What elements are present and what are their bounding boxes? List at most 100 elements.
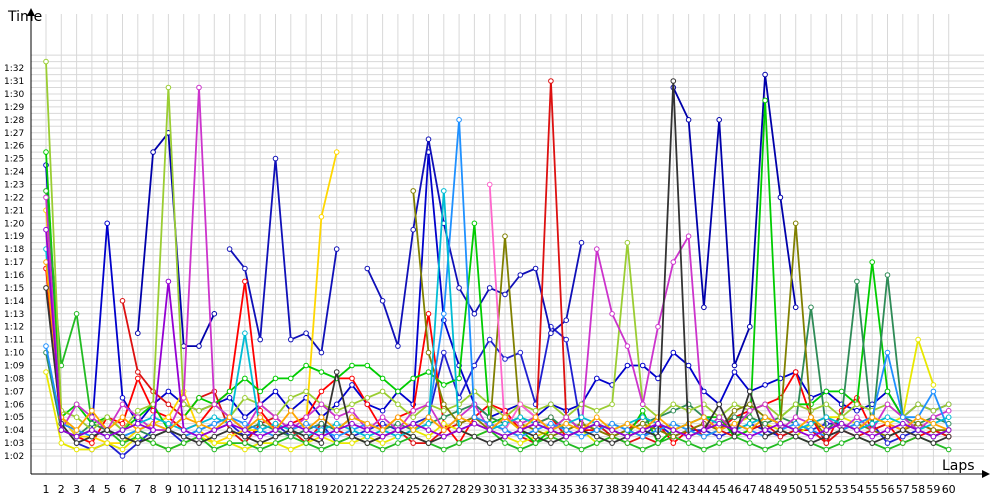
- data-point: [808, 414, 814, 421]
- x-tick-label: 33: [529, 483, 543, 496]
- data-point: [594, 375, 600, 382]
- data-point: [869, 414, 876, 421]
- data-point: [854, 401, 860, 408]
- data-point: [762, 446, 768, 453]
- data-point: [349, 414, 355, 421]
- data-point: [747, 440, 753, 446]
- data-point: [670, 407, 677, 414]
- data-point: [395, 420, 401, 427]
- data-point: [930, 382, 937, 388]
- data-point: [808, 433, 814, 440]
- y-tick-label: 1:26: [4, 142, 24, 152]
- data-point: [670, 401, 677, 408]
- data-point: [226, 388, 233, 395]
- data-point: [517, 349, 524, 356]
- x-tick-label: 14: [238, 483, 252, 496]
- data-point: [242, 414, 248, 421]
- data-point: [945, 401, 952, 408]
- data-point: [548, 414, 554, 421]
- data-point: [594, 407, 600, 414]
- data-point: [915, 414, 921, 421]
- data-point: [594, 420, 600, 427]
- data-point: [792, 427, 799, 433]
- data-point: [823, 433, 830, 440]
- data-point: [242, 265, 248, 272]
- data-point: [135, 427, 141, 433]
- data-point: [180, 433, 187, 440]
- data-point: [73, 446, 80, 453]
- data-point: [502, 420, 508, 427]
- data-point: [196, 395, 202, 401]
- data-point: [425, 311, 432, 317]
- data-point: [441, 420, 447, 427]
- y-axis-arrow: [27, 8, 35, 16]
- x-tick-label: 10: [177, 483, 191, 496]
- data-point: [196, 84, 202, 91]
- data-point: [517, 427, 524, 433]
- data-point: [716, 427, 723, 433]
- data-point: [333, 427, 340, 433]
- data-point: [119, 427, 126, 433]
- data-point: [441, 414, 447, 421]
- data-point: [486, 440, 493, 446]
- x-tick-label: 22: [360, 483, 374, 496]
- data-point: [930, 414, 937, 421]
- data-point: [211, 414, 218, 421]
- y-axis-title: Time: [7, 9, 42, 25]
- data-point: [364, 420, 371, 427]
- data-point: [594, 246, 600, 252]
- y-tick-label: 1:17: [4, 258, 24, 268]
- data-point: [930, 420, 937, 427]
- data-point: [823, 440, 830, 446]
- data-point: [364, 427, 371, 433]
- data-point: [364, 433, 371, 440]
- data-point: [73, 414, 80, 421]
- data-point: [532, 440, 539, 446]
- x-tick-label: 11: [192, 483, 206, 496]
- data-point: [854, 420, 860, 427]
- data-point: [762, 420, 768, 427]
- data-point: [838, 427, 845, 433]
- data-point: [104, 220, 110, 227]
- data-point: [655, 440, 661, 446]
- data-point: [884, 272, 891, 278]
- data-point: [379, 427, 386, 433]
- data-point: [486, 427, 493, 433]
- data-point: [257, 427, 264, 433]
- x-tick-label: 18: [299, 483, 313, 496]
- data-point: [89, 414, 95, 421]
- data-point: [303, 433, 309, 440]
- data-point: [517, 420, 524, 427]
- data-point: [792, 414, 799, 421]
- data-point: [119, 298, 126, 304]
- data-point: [242, 330, 248, 337]
- x-axis-title: Laps: [942, 458, 975, 474]
- data-point: [119, 440, 126, 446]
- data-point: [425, 420, 432, 427]
- data-point: [639, 446, 646, 453]
- data-point: [685, 362, 692, 369]
- data-point: [180, 427, 187, 433]
- data-point: [747, 427, 753, 433]
- data-point: [609, 420, 615, 427]
- data-point: [670, 78, 677, 84]
- x-tick-label: 36: [575, 483, 589, 496]
- x-tick-label: 39: [620, 483, 634, 496]
- data-point: [410, 420, 417, 427]
- data-point: [762, 71, 768, 78]
- data-point: [89, 433, 95, 440]
- data-point: [303, 388, 309, 395]
- data-point: [808, 304, 814, 311]
- data-point: [257, 407, 264, 414]
- data-point: [639, 407, 646, 414]
- data-point: [884, 401, 891, 408]
- data-point: [578, 239, 585, 246]
- data-point: [532, 414, 539, 421]
- y-tick-label: 1:25: [4, 155, 24, 165]
- data-point: [395, 440, 401, 446]
- x-tick-label: 5: [104, 483, 111, 496]
- data-point: [135, 330, 141, 337]
- data-point: [731, 427, 738, 433]
- y-tick-label: 1:18: [4, 245, 24, 255]
- data-point: [425, 427, 432, 433]
